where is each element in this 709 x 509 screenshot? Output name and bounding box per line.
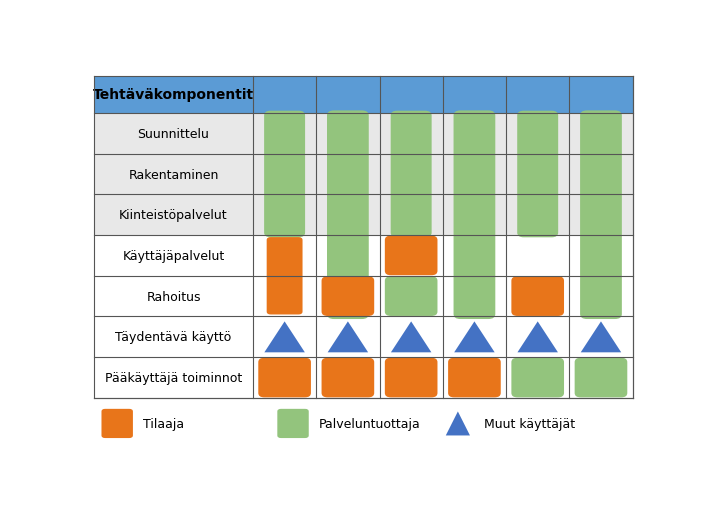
FancyBboxPatch shape <box>94 195 632 236</box>
Text: Rahoitus: Rahoitus <box>146 290 201 303</box>
Text: Suunnittelu: Suunnittelu <box>138 128 209 140</box>
Text: Kiinteistöpalvelut: Kiinteistöpalvelut <box>119 209 228 222</box>
Text: Käyttäjäpalvelut: Käyttäjäpalvelut <box>123 249 225 263</box>
FancyBboxPatch shape <box>94 236 632 276</box>
Polygon shape <box>581 322 621 353</box>
FancyBboxPatch shape <box>517 111 558 238</box>
Text: Pääkäyttäjä toiminnot: Pääkäyttäjä toiminnot <box>105 372 242 384</box>
FancyBboxPatch shape <box>94 276 632 317</box>
Text: Tehtäväkomponentit: Tehtäväkomponentit <box>93 88 254 102</box>
FancyBboxPatch shape <box>327 111 369 320</box>
FancyBboxPatch shape <box>94 317 632 357</box>
Text: Muut käyttäjät: Muut käyttäjät <box>484 417 575 430</box>
FancyBboxPatch shape <box>264 111 305 238</box>
FancyBboxPatch shape <box>94 114 632 154</box>
Text: Tilaaja: Tilaaja <box>143 417 184 430</box>
FancyBboxPatch shape <box>94 77 632 114</box>
FancyBboxPatch shape <box>385 236 437 276</box>
Polygon shape <box>518 322 558 353</box>
FancyBboxPatch shape <box>94 154 632 195</box>
FancyBboxPatch shape <box>385 358 437 398</box>
FancyBboxPatch shape <box>391 111 432 238</box>
FancyBboxPatch shape <box>101 409 133 438</box>
FancyBboxPatch shape <box>580 111 622 320</box>
Polygon shape <box>328 322 368 353</box>
FancyBboxPatch shape <box>322 277 374 316</box>
Polygon shape <box>264 322 305 353</box>
FancyBboxPatch shape <box>258 358 311 398</box>
FancyBboxPatch shape <box>454 111 496 320</box>
FancyBboxPatch shape <box>94 357 632 398</box>
Text: Palveluntuottaja: Palveluntuottaja <box>319 417 420 430</box>
FancyBboxPatch shape <box>511 358 564 398</box>
Polygon shape <box>454 322 495 353</box>
FancyBboxPatch shape <box>322 358 374 398</box>
FancyBboxPatch shape <box>277 409 308 438</box>
Text: Täydentävä käyttö: Täydentävä käyttö <box>116 331 232 344</box>
Polygon shape <box>391 322 431 353</box>
FancyBboxPatch shape <box>385 277 437 316</box>
FancyBboxPatch shape <box>575 358 627 398</box>
FancyBboxPatch shape <box>267 238 303 315</box>
Text: Rakentaminen: Rakentaminen <box>128 168 219 181</box>
FancyBboxPatch shape <box>511 277 564 316</box>
FancyBboxPatch shape <box>448 358 501 398</box>
Polygon shape <box>446 412 470 436</box>
